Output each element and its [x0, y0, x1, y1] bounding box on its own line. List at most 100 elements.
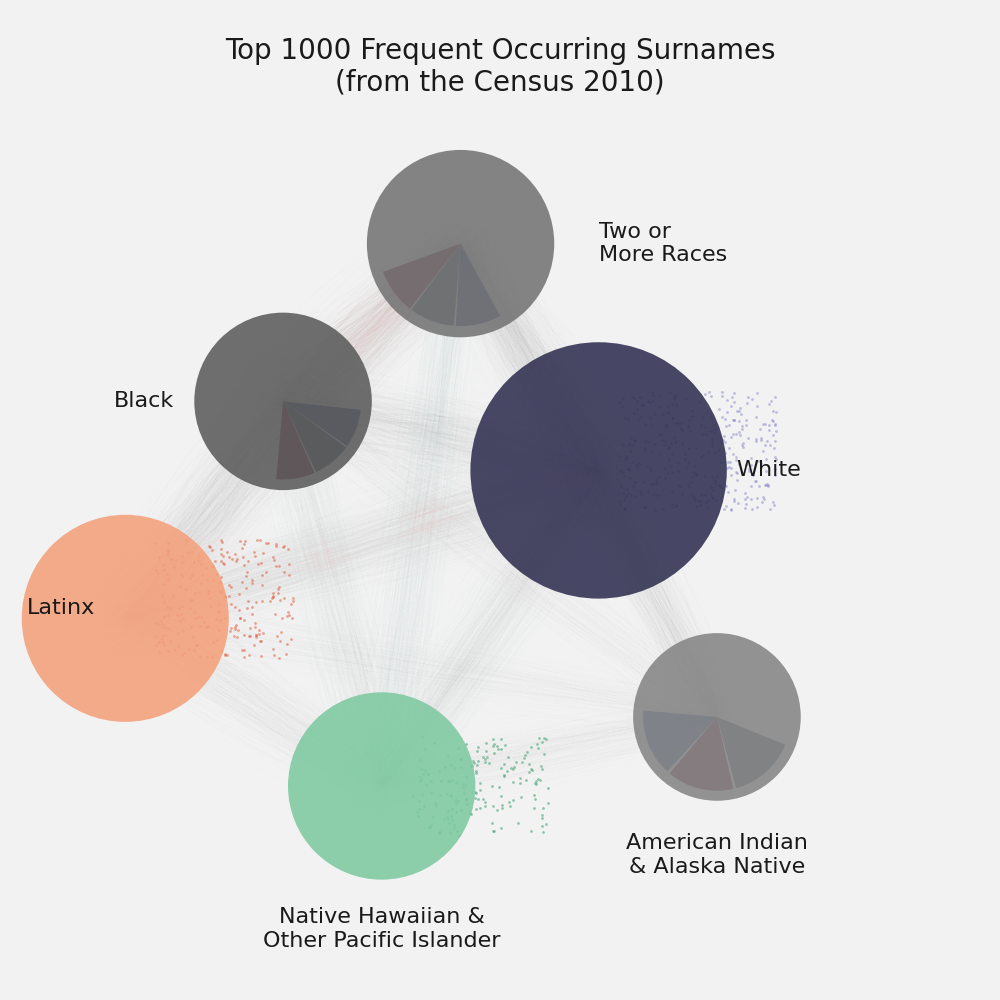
Point [265, 588, 281, 604]
Point [239, 564, 255, 580]
Point [732, 400, 748, 416]
Point [740, 430, 756, 446]
Point [198, 619, 214, 635]
Point [148, 637, 164, 653]
Point [682, 423, 698, 439]
Point [266, 647, 282, 663]
Point [446, 820, 462, 836]
Point [526, 800, 542, 816]
Point [450, 740, 466, 756]
Point [753, 432, 769, 448]
Point [725, 426, 741, 442]
Point [704, 434, 720, 450]
Point [178, 533, 194, 549]
Point [637, 433, 653, 449]
Point [210, 604, 226, 620]
Point [486, 823, 502, 839]
Point [521, 756, 537, 772]
Point [721, 440, 737, 456]
Point [182, 570, 198, 586]
Point [486, 736, 502, 752]
Point [749, 398, 765, 414]
Point [174, 554, 190, 570]
Point [633, 409, 649, 425]
Point [728, 452, 744, 468]
Point [427, 795, 443, 811]
Point [411, 793, 427, 809]
Point [620, 485, 636, 501]
Point [205, 572, 221, 588]
Point [737, 485, 753, 501]
Point [428, 797, 444, 813]
Point [271, 558, 287, 574]
Point [472, 782, 488, 798]
Point [496, 756, 512, 772]
Point [620, 461, 636, 477]
Point [612, 394, 628, 410]
Point [692, 493, 708, 509]
Point [644, 417, 660, 433]
Point [667, 389, 683, 405]
Point [508, 754, 524, 770]
Point [626, 433, 642, 449]
Point [252, 532, 268, 548]
Point [236, 642, 252, 658]
Point [717, 411, 733, 427]
Point [217, 589, 233, 605]
Point [618, 488, 634, 504]
Point [446, 760, 462, 776]
Point [526, 787, 542, 803]
Point [512, 770, 528, 786]
Point [174, 598, 190, 614]
Point [160, 643, 176, 659]
Point [415, 766, 431, 782]
Point [279, 636, 295, 652]
Point [718, 418, 734, 434]
Text: White: White [737, 460, 801, 480]
Point [716, 454, 732, 470]
Point [633, 486, 649, 502]
Point [209, 566, 225, 582]
Point [475, 749, 491, 765]
Point [187, 585, 203, 601]
Text: Native Hawaiian &
Other Pacific Islander: Native Hawaiian & Other Pacific Islander [263, 907, 500, 951]
Point [244, 575, 260, 591]
Point [611, 448, 627, 464]
Point [652, 387, 668, 403]
Point [202, 590, 218, 606]
Point [621, 461, 637, 477]
Point [444, 772, 460, 788]
Point [517, 747, 533, 763]
Point [456, 785, 472, 801]
Point [459, 796, 475, 812]
Point [616, 410, 632, 426]
Point [684, 408, 700, 424]
Point [209, 632, 225, 648]
Point [714, 388, 730, 404]
Point [703, 408, 719, 424]
Point [717, 434, 733, 450]
Point [707, 444, 723, 460]
Point [627, 488, 643, 504]
Point [202, 539, 218, 555]
Point [719, 460, 735, 476]
Point [494, 800, 510, 816]
Point [156, 637, 172, 653]
Point [747, 473, 763, 489]
Point [219, 544, 235, 560]
Point [180, 544, 196, 560]
Point [200, 583, 216, 599]
Point [767, 467, 783, 483]
Point [441, 815, 457, 831]
Point [703, 486, 719, 502]
Point [714, 480, 730, 496]
Point [449, 823, 465, 839]
Point [200, 586, 216, 602]
Point [151, 549, 167, 565]
Circle shape [288, 692, 475, 880]
Point [276, 564, 292, 580]
Point [523, 761, 539, 777]
Point [219, 647, 235, 663]
Point [271, 579, 287, 595]
Point [253, 648, 269, 664]
